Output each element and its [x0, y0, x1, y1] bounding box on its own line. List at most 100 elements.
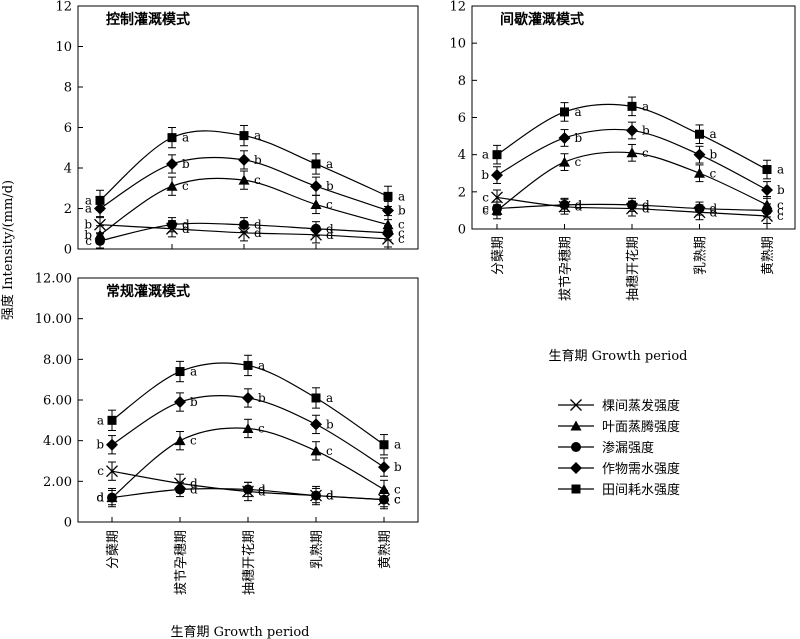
- data-point: [378, 461, 390, 474]
- data-point: [383, 227, 393, 238]
- legend-label: 作物需水强度: [602, 461, 680, 477]
- data-point: [626, 147, 638, 158]
- y-tick-label: 2: [458, 185, 466, 200]
- x-axis-label-right: 生育期 Growth period: [549, 348, 688, 364]
- y-tick-label: 6: [458, 111, 466, 126]
- data-point: [243, 360, 253, 370]
- significance-letter: a: [777, 163, 784, 177]
- legend-label: 渗漏强度: [602, 440, 654, 456]
- data-point: [695, 129, 704, 139]
- legend-item: 田间耗水强度: [558, 482, 680, 498]
- data-point: [106, 465, 118, 478]
- data-point: [761, 183, 773, 196]
- data-point: [167, 219, 177, 230]
- data-point: [311, 159, 321, 169]
- significance-letter: d: [258, 482, 266, 496]
- significance-letter: c: [326, 444, 333, 458]
- significance-letter: c: [575, 155, 582, 169]
- significance-letter: d: [710, 205, 718, 219]
- legend-item: 棵间蒸发强度: [558, 398, 680, 414]
- significance-letter: c: [777, 209, 784, 223]
- data-point: [94, 218, 106, 231]
- data-point: [107, 492, 117, 503]
- significance-letter: b: [777, 183, 785, 197]
- significance-letter: b: [254, 153, 262, 167]
- significance-letter: d: [642, 198, 650, 212]
- data-point: [107, 415, 117, 425]
- data-point: [106, 438, 118, 451]
- significance-letter: c: [642, 146, 649, 160]
- data-point: [95, 195, 105, 205]
- series: b b b b b: [481, 121, 785, 199]
- significance-letter: c: [398, 218, 405, 232]
- data-point: [238, 226, 250, 239]
- y-tick-label: 0: [64, 516, 72, 531]
- data-point: [238, 174, 250, 185]
- data-point: [166, 157, 178, 170]
- data-point: [310, 418, 322, 431]
- data-point: [166, 180, 178, 191]
- data-point: [379, 494, 389, 505]
- y-tick-label: 4: [64, 162, 72, 177]
- legend-label: 田间耗水强度: [602, 482, 680, 498]
- y-tick-label: 0: [458, 223, 466, 238]
- significance-letter: a: [326, 157, 333, 171]
- data-point: [382, 219, 394, 230]
- y-tick-label: 8.00: [43, 353, 72, 368]
- significance-letter: d: [254, 226, 262, 240]
- significance-letter: d: [575, 200, 583, 214]
- significance-letter: b: [575, 131, 583, 145]
- data-point: [694, 203, 705, 214]
- significance-letter: c: [394, 482, 401, 496]
- data-point: [167, 133, 177, 143]
- significance-letter: b: [258, 391, 266, 405]
- significance-letter: d: [96, 491, 104, 505]
- data-point: [694, 167, 705, 178]
- legend-item: 叶面蒸腾强度: [558, 419, 680, 435]
- y-tick-label: 8: [458, 74, 466, 89]
- significance-letter: a: [398, 189, 405, 203]
- x-tick-label: 抽穗开花期: [241, 530, 257, 595]
- y-tick-label: 6: [64, 121, 72, 136]
- significance-letter: b: [84, 228, 92, 242]
- significance-letter: d: [182, 222, 190, 236]
- triangle-marker-icon: [570, 420, 582, 431]
- significance-letter: d: [258, 485, 266, 499]
- significance-letter: c: [777, 203, 784, 217]
- significance-letter: a: [254, 129, 261, 143]
- x-tick-label: 抽穗开花期: [625, 236, 641, 301]
- significance-letter: c: [190, 434, 197, 448]
- y-tick-label: 10.00: [35, 312, 72, 327]
- significance-letter: a: [482, 148, 489, 162]
- significance-letter: b: [96, 438, 104, 452]
- significance-letter: b: [710, 148, 718, 162]
- data-point: [242, 422, 254, 433]
- data-point: [762, 165, 772, 175]
- data-point: [310, 198, 322, 209]
- significance-letter: d: [642, 202, 650, 216]
- series: ab bbb: [85, 150, 406, 221]
- significance-letter: d: [96, 491, 104, 505]
- x-mark-marker-icon: [570, 399, 582, 411]
- x-tick-label: 分蘖期: [491, 236, 506, 275]
- significance-letter: c: [710, 166, 717, 180]
- significance-letter: d: [326, 222, 334, 236]
- y-tick-label: 8: [64, 81, 72, 96]
- significance-letter: b: [326, 417, 334, 431]
- x-axis-label-bottom: 生育期 Growth period: [171, 624, 310, 639]
- significance-letter: a: [258, 358, 265, 372]
- significance-letter: a: [326, 391, 333, 405]
- data-point: [492, 150, 502, 160]
- legend-label: 叶面蒸腾强度: [602, 419, 680, 435]
- y-tick-label: 2: [64, 202, 72, 217]
- data-point: [174, 396, 186, 409]
- y-tick-label: 6.00: [43, 394, 72, 409]
- significance-letter: a: [190, 365, 197, 379]
- data-point: [382, 204, 394, 217]
- significance-letter: c: [482, 190, 489, 204]
- y-tick-label: 4: [458, 148, 466, 163]
- significance-letter: a: [710, 127, 717, 141]
- circle-marker-icon: [571, 442, 581, 452]
- significance-letter: a: [182, 131, 189, 145]
